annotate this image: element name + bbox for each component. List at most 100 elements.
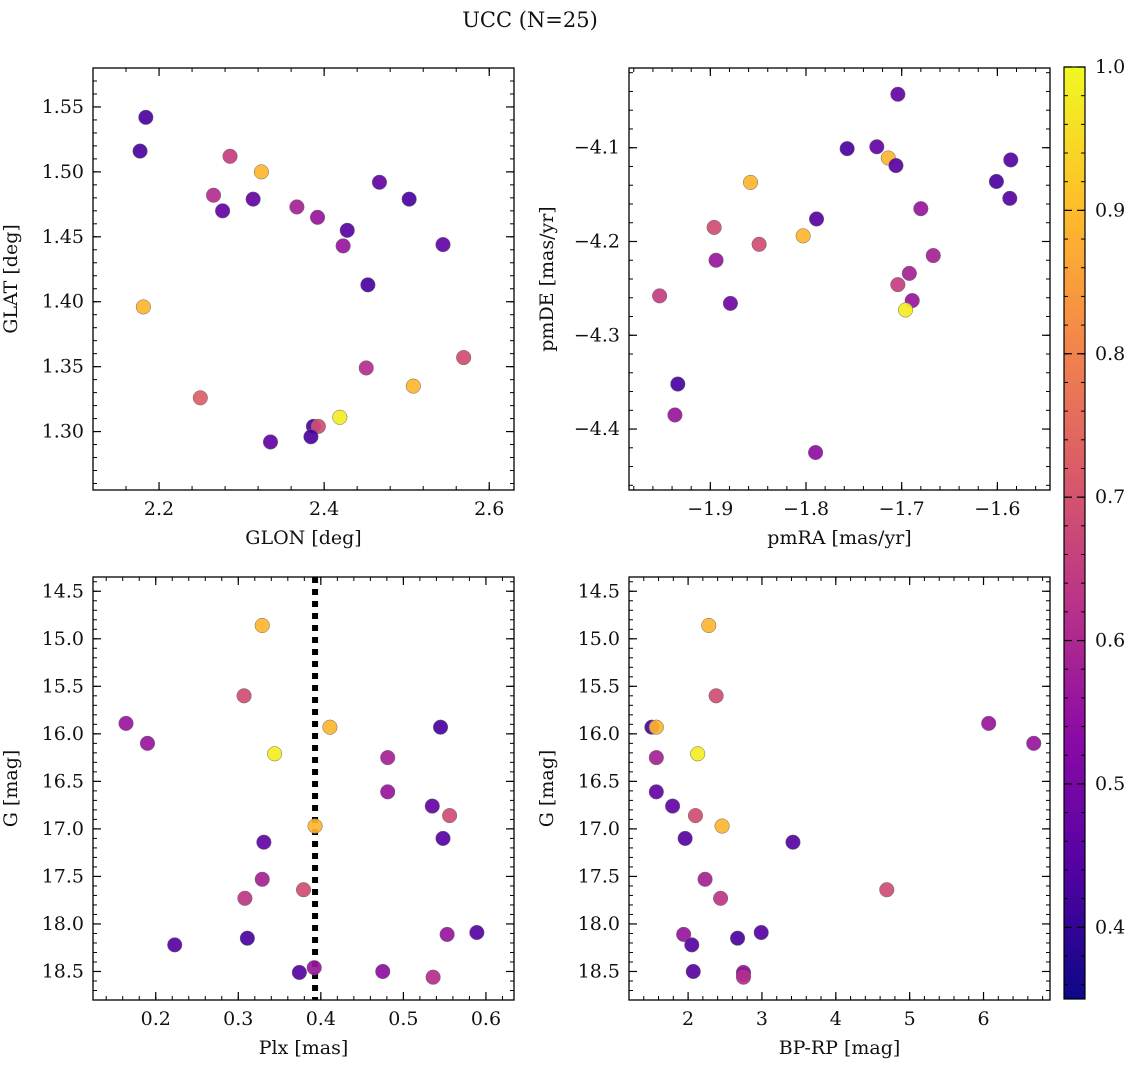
x-axis-label: Plx [mas] bbox=[259, 1037, 349, 1059]
data-point bbox=[685, 963, 701, 980]
plot-frame bbox=[92, 576, 515, 1001]
x-tick-label: −1.6 bbox=[974, 498, 1020, 520]
data-point bbox=[925, 248, 941, 264]
data-point bbox=[237, 890, 253, 906]
data-point bbox=[442, 808, 458, 824]
data-point bbox=[435, 830, 451, 846]
data-point bbox=[648, 719, 664, 735]
data-point bbox=[648, 750, 664, 766]
x-tick-label: 4 bbox=[830, 1008, 842, 1030]
y-tick-label: 16.5 bbox=[42, 770, 84, 792]
data-point bbox=[670, 376, 686, 392]
y-tick-label: 15.0 bbox=[578, 628, 620, 650]
x-tick-label: −1.9 bbox=[687, 498, 733, 520]
y-tick-label: −4.1 bbox=[574, 137, 620, 159]
x-tick-label: −1.8 bbox=[783, 498, 829, 520]
scatter-points bbox=[644, 617, 1042, 985]
data-point bbox=[254, 871, 270, 887]
data-point bbox=[714, 818, 730, 834]
data-point bbox=[684, 937, 700, 953]
panels: 2.2 2.4 2.6 1.30 1.35 1.40 1.45 1.50 1.55 GLON [d… bbox=[0, 67, 1051, 1059]
data-point bbox=[236, 688, 252, 704]
y-axis-label: G [mag] bbox=[0, 750, 22, 828]
data-point bbox=[469, 924, 485, 941]
data-point bbox=[730, 930, 746, 946]
colorbar-tick-label: 0.9 bbox=[1095, 199, 1125, 221]
data-point bbox=[295, 882, 312, 898]
data-point bbox=[118, 715, 134, 731]
colorbar-tick-label: 0.5 bbox=[1095, 773, 1125, 795]
y-tick-label: 18.0 bbox=[578, 913, 620, 935]
figure-title: UCC (N=25) bbox=[462, 8, 598, 32]
data-point bbox=[735, 969, 752, 985]
panel-plx-g: 0.2 0.3 0.4 0.5 0.6 14.5 15.0 15.5 16.0 16.5 17.0 1… bbox=[0, 576, 515, 1059]
plot-frame bbox=[92, 67, 515, 491]
data-point bbox=[332, 409, 348, 425]
y-tick-label: 15.5 bbox=[578, 675, 620, 697]
y-axis-label: GLAT [deg] bbox=[0, 224, 22, 334]
y-axis-label: G [mag] bbox=[536, 750, 558, 828]
minor-ticks bbox=[629, 68, 1050, 490]
colorbar-gradient bbox=[1063, 66, 1086, 1000]
data-point bbox=[371, 174, 387, 190]
y-tick-label: 14.5 bbox=[578, 580, 620, 602]
data-point bbox=[456, 350, 472, 366]
data-point bbox=[701, 617, 717, 634]
y-tick-label: 1.30 bbox=[42, 421, 84, 443]
data-point bbox=[291, 964, 307, 980]
data-point bbox=[309, 209, 326, 225]
data-point bbox=[751, 236, 767, 252]
data-point bbox=[839, 141, 855, 157]
data-point bbox=[708, 688, 724, 704]
x-tick-label: 6 bbox=[977, 1008, 989, 1030]
y-tick-label: 16.5 bbox=[578, 770, 620, 792]
data-point bbox=[913, 201, 929, 217]
colorbar-tick-label: 0.4 bbox=[1095, 916, 1125, 938]
colorbar-tick-label: 1.0 bbox=[1095, 56, 1125, 78]
x-tick-label: 3 bbox=[756, 1008, 768, 1030]
minor-ticks bbox=[628, 577, 1050, 1001]
y-tick-label: 17.5 bbox=[42, 865, 84, 887]
y-tick-label: −4.3 bbox=[574, 324, 620, 346]
y-tick-label: 1.55 bbox=[42, 96, 84, 118]
data-point bbox=[358, 360, 374, 376]
y-tick-label: 18.0 bbox=[42, 913, 84, 935]
data-point bbox=[648, 784, 664, 800]
data-point bbox=[897, 302, 914, 318]
x-tick-label: 2.4 bbox=[309, 498, 339, 520]
data-point bbox=[439, 926, 455, 942]
data-point bbox=[256, 834, 272, 850]
y-tick-label: 16.0 bbox=[578, 723, 620, 745]
data-point bbox=[687, 808, 704, 824]
data-point bbox=[289, 199, 305, 215]
y-axis-label: pmDE [mas/yr] bbox=[536, 206, 558, 351]
data-point bbox=[665, 798, 681, 814]
colorbar-tick-label: 0.6 bbox=[1095, 630, 1125, 652]
data-point bbox=[667, 407, 683, 423]
data-point bbox=[1026, 735, 1042, 751]
data-point bbox=[303, 429, 319, 445]
y-tick-label: 1.35 bbox=[42, 356, 84, 378]
x-tick-label: 0.5 bbox=[388, 1008, 418, 1030]
data-point bbox=[888, 157, 904, 174]
data-point bbox=[1003, 152, 1019, 168]
data-point bbox=[425, 969, 441, 985]
y-tick-label: 18.5 bbox=[42, 960, 84, 982]
data-point bbox=[435, 237, 451, 253]
data-point bbox=[722, 295, 738, 311]
data-point bbox=[706, 219, 722, 235]
data-point bbox=[890, 277, 906, 293]
y-tick-label: 1.50 bbox=[42, 161, 84, 183]
data-point bbox=[380, 784, 396, 800]
data-point bbox=[988, 173, 1004, 190]
scatter-points bbox=[132, 109, 472, 450]
data-point bbox=[1002, 190, 1018, 206]
data-point bbox=[405, 378, 421, 394]
data-point bbox=[677, 830, 693, 846]
x-axis-label: GLON [deg] bbox=[245, 527, 361, 549]
x-tick-label: −1.7 bbox=[879, 498, 925, 520]
plot-frame bbox=[628, 576, 1051, 1001]
y-tick-label: 14.5 bbox=[42, 580, 84, 602]
panel-pmra-pmde: −1.9 −1.8 −1.7 −1.6 −4.4 −4.3 −4.2 −4.1 pmRA [ma… bbox=[536, 67, 1051, 549]
